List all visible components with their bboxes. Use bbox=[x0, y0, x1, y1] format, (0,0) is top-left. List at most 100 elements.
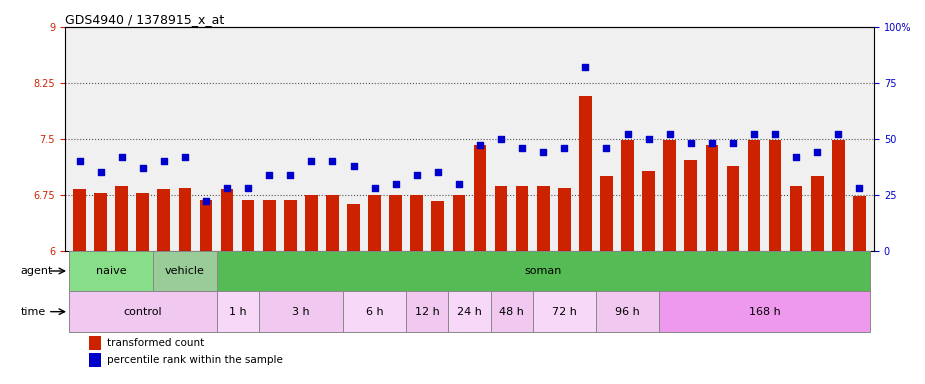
Point bbox=[367, 185, 382, 191]
Point bbox=[156, 158, 171, 164]
Point bbox=[388, 180, 403, 187]
Bar bbox=[660, 291, 870, 332]
Point bbox=[768, 131, 783, 137]
Point bbox=[199, 199, 214, 205]
Bar bbox=[452, 195, 465, 251]
Point bbox=[304, 158, 319, 164]
Bar bbox=[769, 140, 782, 251]
Bar bbox=[221, 189, 233, 251]
Point bbox=[557, 145, 572, 151]
Bar bbox=[89, 336, 101, 349]
Point bbox=[746, 131, 761, 137]
Bar bbox=[154, 251, 216, 291]
Point bbox=[514, 145, 529, 151]
Point bbox=[536, 149, 550, 155]
Bar bbox=[241, 200, 254, 251]
Point bbox=[240, 185, 255, 191]
Point bbox=[72, 158, 87, 164]
Text: 72 h: 72 h bbox=[552, 307, 576, 317]
Text: vehicle: vehicle bbox=[165, 266, 204, 276]
Bar bbox=[179, 188, 191, 251]
Text: 168 h: 168 h bbox=[748, 307, 781, 317]
Bar bbox=[136, 193, 149, 251]
Text: control: control bbox=[123, 307, 162, 317]
Text: 96 h: 96 h bbox=[615, 307, 640, 317]
Point bbox=[115, 154, 130, 160]
Point bbox=[262, 172, 277, 178]
Bar bbox=[536, 186, 549, 251]
Text: agent: agent bbox=[20, 266, 53, 276]
Point bbox=[135, 165, 150, 171]
Bar bbox=[579, 96, 592, 251]
Bar bbox=[706, 145, 718, 251]
Bar bbox=[790, 186, 803, 251]
Bar bbox=[516, 186, 528, 251]
Text: transformed count: transformed count bbox=[107, 338, 204, 348]
Text: 1 h: 1 h bbox=[228, 307, 246, 317]
Bar bbox=[600, 176, 612, 251]
Point bbox=[410, 172, 425, 178]
Bar bbox=[259, 291, 343, 332]
Bar bbox=[200, 200, 213, 251]
Point bbox=[620, 131, 635, 137]
Bar bbox=[490, 291, 533, 332]
Point bbox=[219, 185, 234, 191]
Point bbox=[473, 142, 487, 149]
Point bbox=[599, 145, 614, 151]
Bar bbox=[69, 251, 154, 291]
Bar bbox=[533, 291, 596, 332]
Bar bbox=[284, 200, 297, 251]
Bar bbox=[89, 353, 101, 367]
Point bbox=[641, 136, 656, 142]
Point bbox=[831, 131, 845, 137]
Point bbox=[494, 136, 509, 142]
Point bbox=[430, 169, 445, 175]
Text: naive: naive bbox=[96, 266, 127, 276]
Bar bbox=[411, 195, 423, 251]
Text: 48 h: 48 h bbox=[500, 307, 524, 317]
Bar bbox=[726, 166, 739, 251]
Bar bbox=[343, 291, 406, 332]
Text: 6 h: 6 h bbox=[365, 307, 383, 317]
Text: time: time bbox=[20, 307, 45, 317]
Point bbox=[684, 140, 698, 146]
Bar bbox=[684, 160, 697, 251]
Text: 12 h: 12 h bbox=[415, 307, 439, 317]
Bar bbox=[811, 176, 823, 251]
Point bbox=[809, 149, 824, 155]
Point bbox=[789, 154, 804, 160]
Bar bbox=[495, 186, 508, 251]
Bar bbox=[347, 204, 360, 251]
Bar bbox=[622, 140, 634, 251]
Point bbox=[346, 162, 361, 169]
Point bbox=[325, 158, 339, 164]
Bar bbox=[327, 195, 339, 251]
Bar bbox=[94, 193, 107, 251]
Bar bbox=[368, 195, 381, 251]
Bar bbox=[389, 195, 402, 251]
Bar bbox=[73, 189, 86, 251]
Bar bbox=[116, 186, 128, 251]
Bar bbox=[449, 291, 490, 332]
Text: GDS4940 / 1378915_x_at: GDS4940 / 1378915_x_at bbox=[65, 13, 224, 26]
Bar bbox=[216, 251, 870, 291]
Bar bbox=[305, 195, 317, 251]
Bar bbox=[853, 196, 866, 251]
Point bbox=[725, 140, 740, 146]
Bar bbox=[832, 140, 845, 251]
Point bbox=[93, 169, 108, 175]
Bar bbox=[69, 291, 216, 332]
Bar bbox=[558, 188, 571, 251]
Point bbox=[283, 172, 298, 178]
Bar bbox=[157, 189, 170, 251]
Bar bbox=[642, 171, 655, 251]
Text: 3 h: 3 h bbox=[292, 307, 310, 317]
Point bbox=[451, 180, 466, 187]
Point bbox=[705, 140, 720, 146]
Bar bbox=[474, 145, 487, 251]
Point bbox=[178, 154, 192, 160]
Bar bbox=[747, 140, 760, 251]
Bar bbox=[216, 291, 259, 332]
Bar bbox=[663, 140, 676, 251]
Bar bbox=[263, 200, 276, 251]
